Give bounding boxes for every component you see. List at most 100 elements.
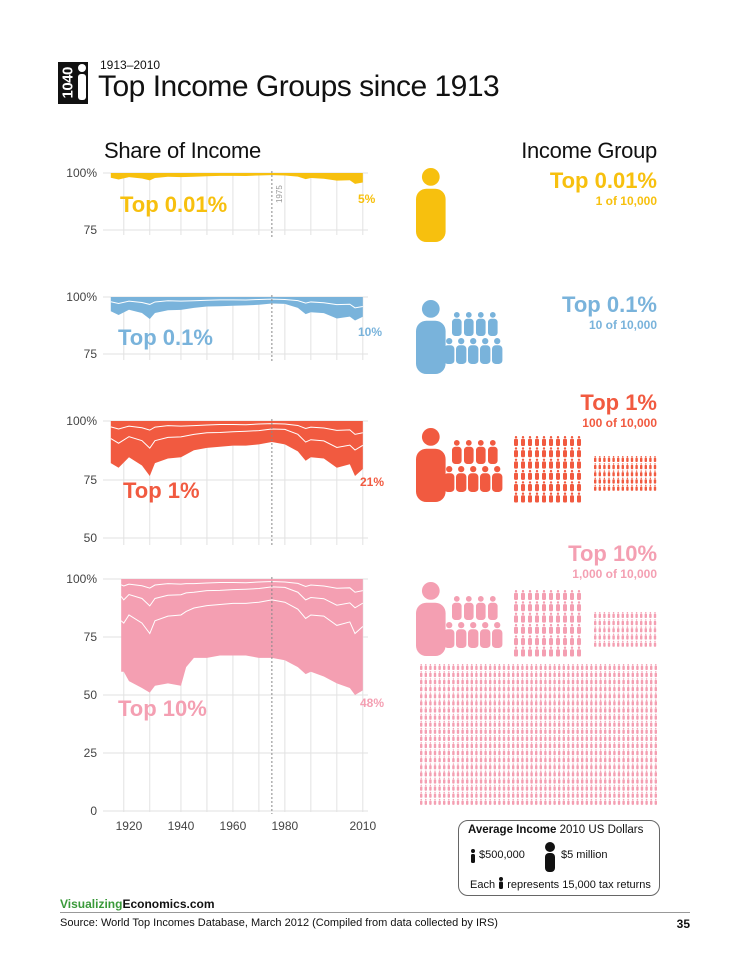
person-head [549,635,553,638]
person-head [489,671,491,673]
person-icon [525,763,529,770]
person-head [461,735,464,737]
person-icon [507,706,510,713]
person-head [517,784,519,787]
person-icon [581,692,584,699]
person-icon [420,664,423,670]
person-head [599,713,602,716]
brand-link[interactable]: VisualizingEconomics.com [60,897,215,911]
person-icon [498,713,501,720]
person-head [484,763,487,765]
person-head [434,784,436,787]
person-body [475,686,478,692]
person-head [558,756,560,758]
person-head [489,742,491,744]
person-head [452,791,455,794]
person-body [553,743,556,749]
person-icon [608,685,611,692]
person-head [535,678,537,680]
person-icon [636,678,639,685]
person-body [604,779,607,784]
person-head [604,678,606,680]
person-head [604,706,606,709]
person-icon [556,646,560,657]
person-body [514,592,518,600]
person-icon [489,763,492,770]
person-icon [607,463,611,470]
person-body [608,786,611,791]
person-head [540,706,542,709]
person-icon [438,664,441,670]
person-icon [640,742,644,749]
person-icon [521,436,525,446]
person-body [631,701,634,706]
person-icon [640,763,644,770]
person-icon [521,469,525,480]
person-body [525,736,529,741]
person-head [434,735,436,737]
person-icon [645,791,648,798]
person-body [528,615,532,623]
person-body [539,772,542,777]
person-head [461,784,464,787]
person-body [548,743,552,749]
person-head [465,312,472,318]
person-icon [530,777,533,784]
person-head [613,713,616,716]
person-icon [479,664,483,670]
person-icon [466,749,469,756]
person-body [603,457,606,462]
person-body [558,750,561,756]
person-icon [645,784,648,791]
person-body [640,757,644,763]
person-head [461,798,464,801]
person-body [636,765,639,770]
person-head [521,646,525,649]
person-body [447,686,450,692]
group-label-top01: Top 0.1% 10 of 10,000 [562,292,657,332]
person-icon [581,735,584,741]
person-body [443,793,446,798]
person-head [641,749,643,751]
person-icon [479,706,483,713]
person-icon [433,664,437,670]
person-body [576,750,579,756]
person-icon [553,763,556,770]
person-icon [528,481,532,492]
person-body [512,736,515,741]
person-body [604,715,607,720]
person-icon [562,699,565,706]
legend-each-suffix: represents 15,000 tax returns [507,879,651,891]
person-icon [484,671,487,678]
person-body [493,765,496,770]
person-body [502,765,506,770]
person-body [613,672,616,678]
person-body [621,642,624,647]
person-head [636,678,639,680]
person-head [457,798,459,801]
person-icon [493,685,496,692]
person-body [438,708,441,713]
person-body [650,701,653,706]
person-head [498,685,501,687]
person-icon [438,798,441,805]
person-icon [535,612,539,623]
large-person-icon [545,842,555,872]
person-body [512,779,515,784]
person-icon [622,664,625,670]
person-body [617,786,621,791]
person-body [613,757,616,763]
person-body [576,765,579,770]
person-body [502,729,506,734]
person-icon [598,484,601,491]
person-body [484,757,487,763]
x-tick-label: 1920 [116,819,143,833]
person-body [498,701,501,706]
person-icon [653,456,657,462]
person-head [448,713,450,716]
person-body [553,672,556,678]
person-body [507,686,510,692]
person-head [471,720,473,723]
person-body [484,701,487,706]
person-icon [479,720,483,727]
